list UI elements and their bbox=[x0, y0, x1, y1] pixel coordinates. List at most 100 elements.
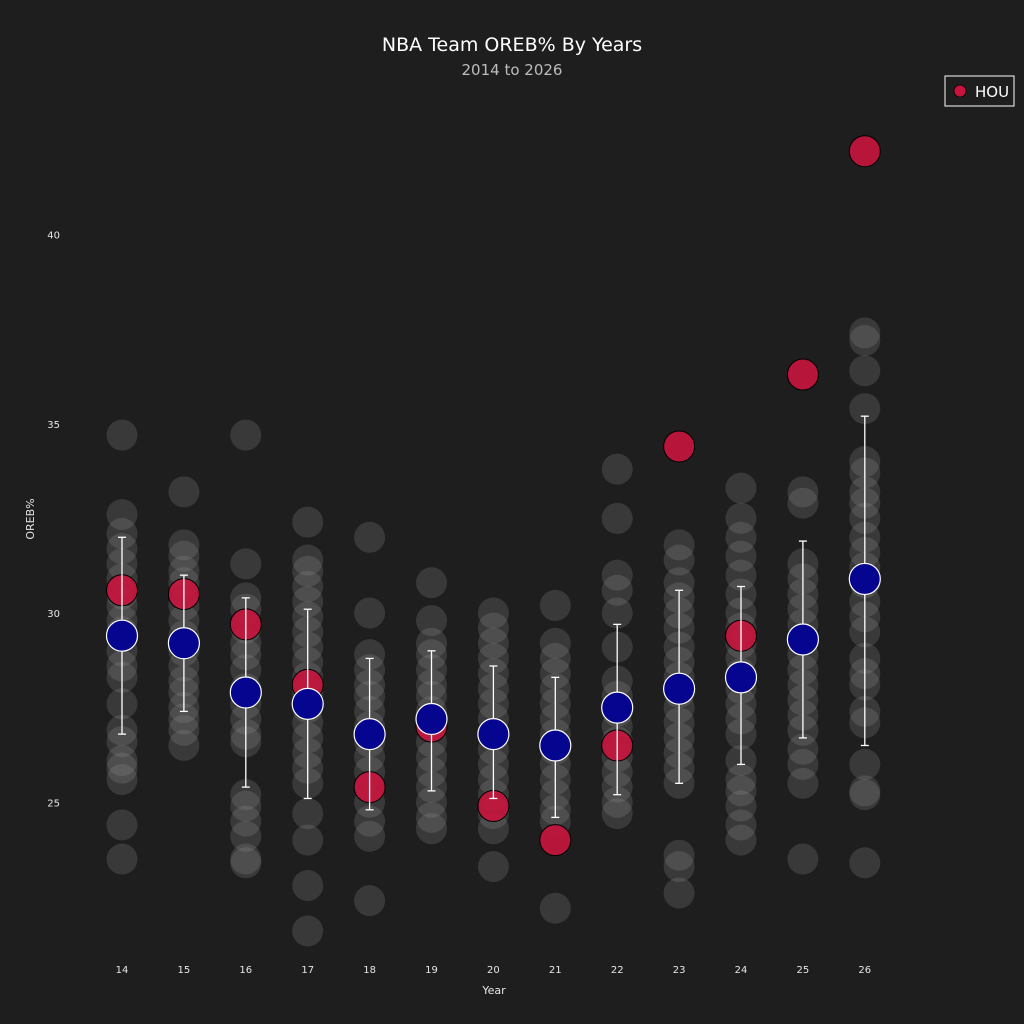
league-team-point bbox=[106, 419, 138, 451]
league-team-point bbox=[354, 597, 386, 629]
league-team-point bbox=[849, 355, 881, 387]
league-team-point bbox=[168, 703, 200, 735]
x-axis-label: Year bbox=[481, 984, 506, 997]
league-team-point bbox=[292, 870, 324, 902]
y-axis-ticks: 25 30 35 40 bbox=[47, 231, 60, 810]
league-team-point bbox=[292, 586, 324, 618]
league-team-point bbox=[416, 801, 447, 833]
x-tick-label: 24 bbox=[735, 965, 748, 976]
league-team-point bbox=[106, 499, 138, 531]
league-mean-point bbox=[848, 562, 881, 596]
league-team-point bbox=[230, 820, 262, 852]
league-team-point bbox=[787, 843, 819, 875]
league-team-point bbox=[663, 529, 695, 561]
x-tick-label: 16 bbox=[239, 965, 252, 976]
league-team-point bbox=[230, 805, 262, 837]
x-tick-label: 15 bbox=[178, 965, 191, 976]
league-team-point bbox=[725, 502, 757, 534]
x-tick-label: 22 bbox=[611, 965, 624, 976]
league-team-point bbox=[849, 748, 881, 780]
league-mean-point bbox=[291, 687, 324, 720]
x-axis-ticks: 14 15 16 17 18 19 20 21 22 23 24 25 26 bbox=[116, 965, 872, 976]
league-team-point bbox=[539, 627, 571, 659]
y-axis-label: OREB% bbox=[24, 498, 37, 539]
legend-label-hou: HOU bbox=[975, 83, 1009, 101]
league-team-point bbox=[106, 745, 138, 777]
league-team-point bbox=[725, 790, 757, 822]
league-team-point bbox=[539, 589, 571, 621]
hou-point bbox=[663, 430, 696, 463]
league-team-point bbox=[601, 798, 633, 830]
league-team-point bbox=[230, 790, 262, 822]
league-team-point bbox=[106, 764, 138, 796]
league-team-point bbox=[787, 748, 819, 780]
league-team-point bbox=[663, 567, 695, 599]
league-team-point bbox=[539, 642, 571, 674]
league-team-point bbox=[230, 548, 262, 580]
league-team-point bbox=[354, 805, 386, 837]
league-team-point bbox=[787, 733, 819, 765]
league-team-point bbox=[477, 597, 509, 629]
league-team-point bbox=[354, 639, 386, 671]
league-team-point bbox=[292, 824, 324, 856]
league-team-point bbox=[292, 798, 324, 830]
x-tick-label: 26 bbox=[858, 965, 871, 976]
league-team-point bbox=[168, 714, 200, 746]
league-team-point bbox=[477, 627, 509, 659]
hou-point bbox=[848, 135, 881, 168]
league-team-point bbox=[168, 540, 200, 572]
league-mean-points bbox=[105, 562, 881, 762]
x-tick-label: 14 bbox=[116, 965, 129, 976]
league-team-point bbox=[725, 472, 757, 504]
x-tick-label: 17 bbox=[301, 965, 314, 976]
league-team-point bbox=[230, 847, 262, 879]
league-mean-point bbox=[539, 729, 572, 762]
league-team-point bbox=[849, 847, 881, 879]
league-team-point bbox=[601, 786, 633, 818]
league-team-point bbox=[477, 642, 509, 674]
league-mean-point bbox=[105, 619, 139, 652]
hou-points bbox=[106, 135, 881, 857]
league-team-point bbox=[292, 506, 324, 538]
league-team-point bbox=[106, 518, 138, 550]
league-team-point bbox=[168, 729, 200, 761]
league-team-point bbox=[416, 567, 447, 599]
league-team-point bbox=[539, 658, 571, 690]
league-team-point bbox=[354, 521, 386, 553]
league-team-point bbox=[601, 574, 633, 606]
league-team-point bbox=[663, 877, 695, 909]
league-team-point bbox=[849, 324, 881, 356]
hou-point bbox=[786, 358, 819, 391]
league-team-point bbox=[849, 779, 881, 811]
league-team-point bbox=[168, 555, 200, 587]
league-team-point bbox=[416, 813, 447, 845]
league-team-point bbox=[416, 627, 447, 659]
league-team-point bbox=[601, 559, 633, 591]
league-team-point bbox=[663, 839, 695, 871]
league-mean-point bbox=[662, 672, 696, 705]
league-team-point bbox=[477, 612, 509, 644]
chart-title: NBA Team OREB% By Years bbox=[382, 34, 642, 56]
league-team-point bbox=[663, 544, 695, 576]
x-tick-label: 21 bbox=[549, 965, 562, 976]
league-team-point bbox=[725, 540, 757, 572]
legend: HOU bbox=[944, 75, 1015, 107]
league-team-point bbox=[787, 487, 819, 519]
league-mean-point bbox=[353, 718, 386, 751]
league-team-point bbox=[292, 571, 324, 603]
y-tick-label: 40 bbox=[47, 231, 60, 242]
league-team-point bbox=[601, 453, 633, 485]
x-tick-label: 20 bbox=[487, 965, 500, 976]
league-team-point bbox=[230, 419, 262, 451]
league-team-point bbox=[539, 892, 571, 924]
league-team-point bbox=[477, 813, 509, 845]
league-team-point bbox=[292, 555, 324, 587]
league-team-point bbox=[849, 393, 881, 425]
league-mean-point bbox=[786, 623, 820, 656]
league-team-point bbox=[354, 820, 386, 852]
league-team-point bbox=[787, 476, 819, 508]
league-mean-point bbox=[477, 718, 510, 751]
league-mean-point bbox=[167, 627, 200, 660]
